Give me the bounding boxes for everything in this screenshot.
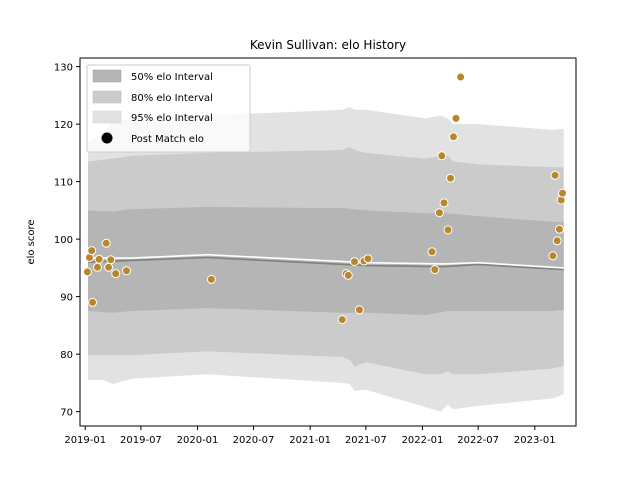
post-match-point: [548, 251, 558, 261]
y-tick-label: 100: [54, 235, 73, 246]
plot-frame: [79, 57, 577, 427]
post-match-point: [350, 257, 359, 267]
post-match-points: [82, 72, 567, 325]
post-match-point: [343, 270, 353, 280]
mean-line: [87, 256, 564, 271]
post-match-point: [93, 262, 102, 272]
post-match-point: [451, 113, 461, 123]
post-match-point: [88, 297, 98, 307]
x-tick-label: 2021-07: [345, 435, 387, 446]
x-tick-label: 2023-01: [514, 435, 556, 446]
x-tick-label: 2019-07: [120, 435, 162, 446]
legend-label-80: 80% elo Interval: [131, 93, 213, 104]
x-tick-label: 2022-01: [402, 435, 444, 446]
legend-frame: [86, 64, 251, 153]
post-match-point: [449, 132, 458, 142]
y-tick-label: 80: [60, 350, 73, 361]
post-match-point: [427, 247, 437, 257]
post-match-point: [82, 267, 92, 277]
legend: 50% elo Interval 80% elo Interval 95% el…: [86, 64, 251, 153]
post-match-point: [101, 238, 111, 248]
post-match-point: [552, 236, 562, 246]
legend-swatch-95: [92, 110, 122, 124]
post-match-point: [446, 173, 455, 183]
post-match-point: [206, 274, 216, 284]
post-match-point: [430, 265, 440, 275]
legend-marker-post-match: [101, 132, 113, 144]
y-axis: 70 80 90 100 110 120 130: [54, 63, 80, 419]
legend-swatch-80: [92, 90, 122, 104]
y-axis-label: elo score: [26, 219, 37, 264]
post-match-point: [558, 188, 567, 198]
post-match-point: [439, 198, 449, 208]
x-tick-label: 2022-07: [457, 435, 499, 446]
post-match-point: [363, 254, 373, 264]
post-match-point: [550, 170, 560, 180]
post-match-point: [554, 224, 564, 234]
legend-label-95: 95% elo Interval: [131, 113, 213, 124]
x-tick-label: 2020-07: [233, 435, 275, 446]
post-match-point: [354, 305, 364, 315]
plot-area: [82, 72, 567, 412]
post-match-point: [337, 315, 347, 325]
post-match-point: [443, 225, 453, 235]
post-match-point: [106, 255, 116, 265]
y-tick-label: 130: [54, 63, 73, 74]
legend-label-50: 50% elo Interval: [131, 72, 213, 83]
post-match-point: [87, 246, 97, 256]
legend-label-post-match: Post Match elo: [131, 134, 204, 145]
y-tick-label: 90: [60, 293, 73, 304]
y-tick-label: 120: [54, 120, 73, 131]
post-match-point: [111, 269, 121, 279]
x-axis: 2019-01 2019-07 2020-01 2020-07 2021-01 2021-…: [64, 426, 556, 446]
post-match-point: [94, 254, 104, 264]
x-tick-label: 2019-01: [64, 435, 106, 446]
x-tick-label: 2020-01: [177, 435, 219, 446]
post-match-point: [104, 262, 114, 272]
post-match-point: [434, 208, 444, 218]
y-tick-label: 70: [60, 408, 73, 419]
post-match-point: [437, 151, 447, 161]
x-tick-label: 2021-01: [289, 435, 331, 446]
y-tick-label: 110: [54, 178, 73, 189]
post-match-point: [456, 72, 466, 82]
legend-swatch-50: [92, 69, 122, 83]
chart-title: Kevin Sullivan: elo History: [250, 38, 406, 52]
post-match-point: [122, 266, 131, 276]
